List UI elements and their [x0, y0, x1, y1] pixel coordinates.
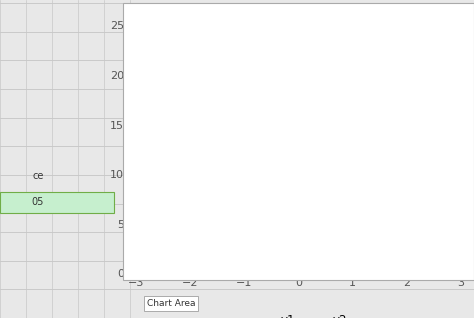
y2: [290, 272, 295, 275]
y1: [401, 213, 406, 217]
Text: 05: 05: [32, 197, 44, 207]
y2: [450, 109, 456, 113]
y1: [258, 272, 264, 275]
y1: [458, 156, 464, 160]
Text: Chart Area: Chart Area: [147, 299, 195, 308]
Title: Chart Title: Chart Title: [252, 3, 346, 21]
y1: [451, 164, 457, 168]
Line: y1: y1: [136, 158, 461, 273]
Bar: [0, 192, 114, 213]
y2: [309, 269, 315, 273]
Text: ce: ce: [32, 171, 44, 182]
y1: [133, 227, 139, 231]
y1: [290, 269, 296, 273]
y2: [288, 272, 293, 275]
y1: [288, 269, 294, 273]
Legend: y1, y2: y1, y2: [245, 309, 352, 318]
Text: Approximately x = -0.7, y1 =
0.5, y2 = 0.5 are the values
obtained from graph: Approximately x = -0.7, y1 = 0.5, y2 = 0…: [158, 90, 360, 265]
y2: [458, 82, 464, 86]
y1: [310, 264, 316, 268]
y2: [327, 264, 332, 268]
y2: [133, 272, 139, 275]
Line: y2: y2: [136, 84, 461, 273]
y1: [328, 258, 333, 261]
y2: [400, 214, 405, 218]
